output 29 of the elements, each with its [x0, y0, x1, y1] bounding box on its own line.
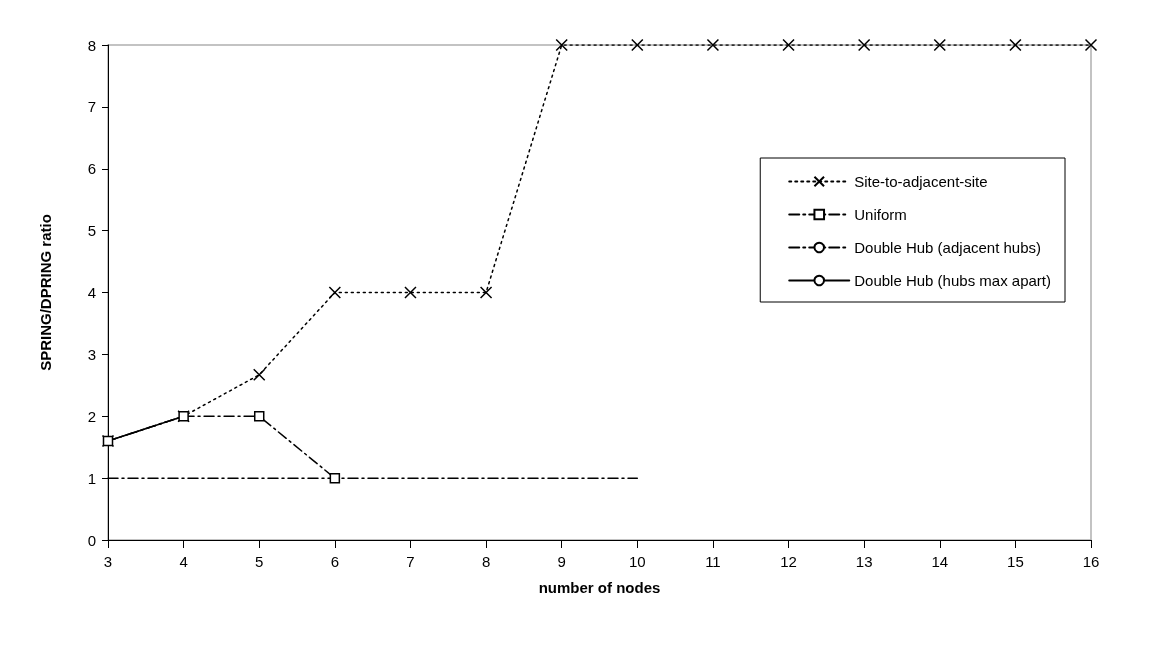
y-tick-label: 7: [87, 98, 96, 116]
x-tick-label: 12: [780, 553, 797, 570]
x-tick-label: 4: [179, 553, 188, 570]
x-tick-label: 8: [481, 553, 491, 570]
x-tick-label: 7: [406, 553, 415, 570]
y-tick-label: 3: [87, 345, 96, 363]
legend-label: Site-to-adjacent-site: [854, 173, 988, 190]
x-tick-label: 15: [1007, 553, 1024, 570]
x-tick-label: 9: [557, 553, 566, 570]
x-tick-label: 14: [931, 553, 949, 570]
x-tick-label: 6: [330, 553, 340, 570]
x-tick-label: 10: [628, 553, 646, 570]
y-tick-label: 0: [87, 531, 96, 549]
x-tick-label: 16: [1082, 553, 1100, 570]
y-tick-label: 1: [87, 469, 96, 487]
legend-label: Double Hub (hubs max apart): [854, 272, 1051, 289]
y-axis-title: SPRING/DPRING ratio: [37, 214, 54, 371]
y-tick-label: 4: [87, 284, 96, 301]
y-tick-label: 2: [87, 407, 96, 425]
y-tick-label: 6: [87, 160, 96, 178]
x-tick-label: 5: [255, 553, 264, 570]
x-tick-label: 3: [103, 553, 113, 570]
y-tick-label: 5: [87, 222, 96, 240]
legend-label: Uniform: [854, 206, 907, 223]
x-tick-label: 13: [855, 553, 873, 570]
legend-label: Double Hub (adjacent hubs): [854, 239, 1042, 256]
y-tick-label: 8: [87, 36, 96, 54]
x-axis-title: number of nodes: [538, 579, 661, 596]
x-tick-label: 11: [705, 553, 721, 570]
